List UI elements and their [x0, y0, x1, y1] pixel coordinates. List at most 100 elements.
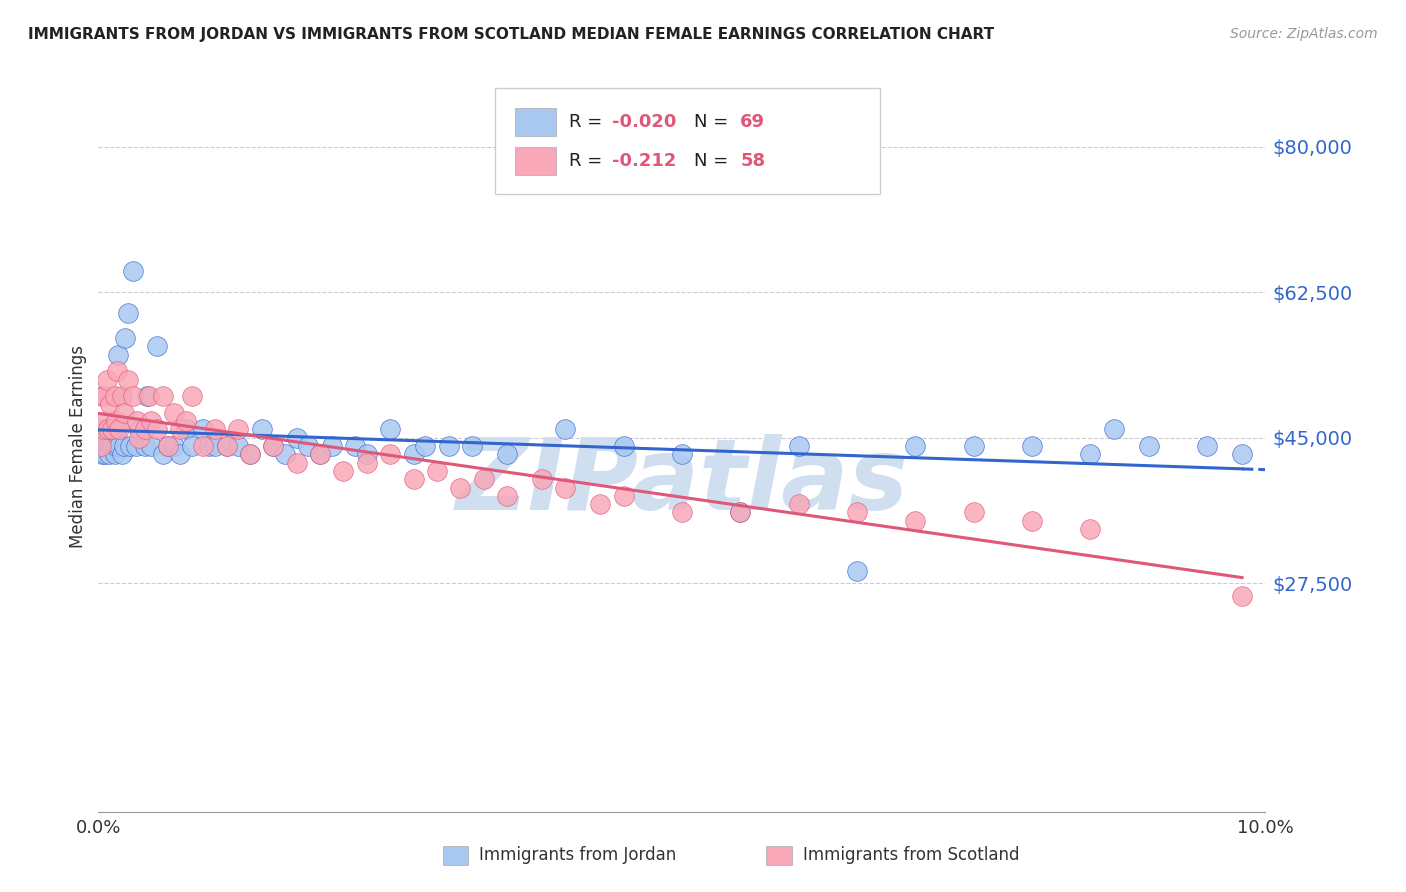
- Point: [112, 406, 135, 420]
- Point: [125, 414, 148, 428]
- Point: [554, 481, 576, 495]
- Point: [496, 489, 519, 503]
- Point: [787, 497, 810, 511]
- Point: [104, 389, 127, 403]
- Point: [104, 439, 127, 453]
- Point: [157, 439, 180, 453]
- Text: N =: N =: [693, 113, 734, 131]
- Point: [215, 439, 238, 453]
- Point: [139, 439, 162, 453]
- Y-axis label: Median Female Earnings: Median Female Earnings: [69, 344, 87, 548]
- Point: [180, 439, 202, 453]
- Point: [105, 422, 128, 436]
- Point: [111, 389, 134, 403]
- Point: [152, 389, 174, 403]
- Text: Immigrants from Jordan: Immigrants from Jordan: [479, 847, 676, 864]
- Point: [128, 431, 150, 445]
- FancyBboxPatch shape: [495, 87, 880, 194]
- Point: [321, 439, 343, 453]
- Point: [101, 422, 124, 436]
- Point: [105, 364, 128, 378]
- FancyBboxPatch shape: [515, 108, 555, 136]
- Point: [309, 447, 332, 461]
- Point: [134, 422, 156, 436]
- Point: [215, 439, 238, 453]
- Text: IMMIGRANTS FROM JORDAN VS IMMIGRANTS FROM SCOTLAND MEDIAN FEMALE EARNINGS CORREL: IMMIGRANTS FROM JORDAN VS IMMIGRANTS FRO…: [28, 27, 994, 42]
- Point: [344, 439, 367, 453]
- Point: [380, 422, 402, 436]
- Point: [204, 439, 226, 453]
- Point: [612, 489, 634, 503]
- Point: [356, 456, 378, 470]
- Point: [228, 439, 250, 453]
- Point: [90, 447, 112, 461]
- FancyBboxPatch shape: [766, 846, 792, 865]
- Point: [101, 439, 124, 453]
- Point: [97, 422, 120, 436]
- Point: [962, 506, 984, 520]
- FancyBboxPatch shape: [443, 846, 468, 865]
- Point: [122, 264, 145, 278]
- Point: [96, 431, 118, 445]
- Text: R =: R =: [568, 113, 607, 131]
- Point: [139, 414, 162, 428]
- Point: [112, 439, 135, 453]
- Point: [180, 389, 202, 403]
- Point: [90, 439, 112, 453]
- Point: [530, 472, 553, 486]
- Point: [193, 439, 215, 453]
- Point: [437, 439, 460, 453]
- Point: [1021, 439, 1043, 453]
- Point: [309, 447, 332, 461]
- Point: [114, 331, 136, 345]
- Text: -0.020: -0.020: [612, 113, 676, 131]
- Point: [138, 389, 160, 403]
- Point: [125, 439, 148, 453]
- Point: [730, 506, 752, 520]
- Text: 58: 58: [741, 152, 765, 169]
- Point: [846, 564, 869, 578]
- Point: [98, 397, 121, 411]
- Point: [612, 439, 634, 453]
- Text: N =: N =: [693, 152, 734, 169]
- Point: [108, 439, 131, 453]
- Point: [402, 447, 425, 461]
- Text: Immigrants from Scotland: Immigrants from Scotland: [803, 847, 1019, 864]
- Point: [239, 447, 262, 461]
- Point: [104, 447, 127, 461]
- Point: [426, 464, 449, 478]
- Point: [117, 372, 139, 386]
- Point: [174, 414, 197, 428]
- Point: [239, 447, 262, 461]
- Point: [1080, 447, 1102, 461]
- Point: [1080, 522, 1102, 536]
- Point: [1195, 439, 1218, 453]
- Point: [104, 414, 127, 428]
- Point: [262, 439, 284, 453]
- Point: [163, 439, 186, 453]
- Point: [589, 497, 612, 511]
- Text: 69: 69: [741, 113, 765, 131]
- Point: [108, 422, 131, 436]
- Point: [157, 439, 180, 453]
- Point: [169, 422, 191, 436]
- Text: ZIPatlas: ZIPatlas: [456, 434, 908, 531]
- Point: [169, 447, 191, 461]
- Point: [228, 422, 250, 436]
- Point: [204, 422, 226, 436]
- Point: [285, 456, 308, 470]
- Point: [449, 481, 471, 495]
- Point: [98, 431, 121, 445]
- Point: [118, 439, 141, 453]
- Point: [111, 447, 134, 461]
- Point: [146, 339, 169, 353]
- Point: [193, 422, 215, 436]
- Point: [380, 447, 402, 461]
- Point: [107, 347, 129, 362]
- Point: [93, 439, 115, 453]
- Point: [285, 431, 308, 445]
- Point: [730, 506, 752, 520]
- Point: [496, 447, 519, 461]
- Point: [904, 439, 927, 453]
- Point: [146, 422, 169, 436]
